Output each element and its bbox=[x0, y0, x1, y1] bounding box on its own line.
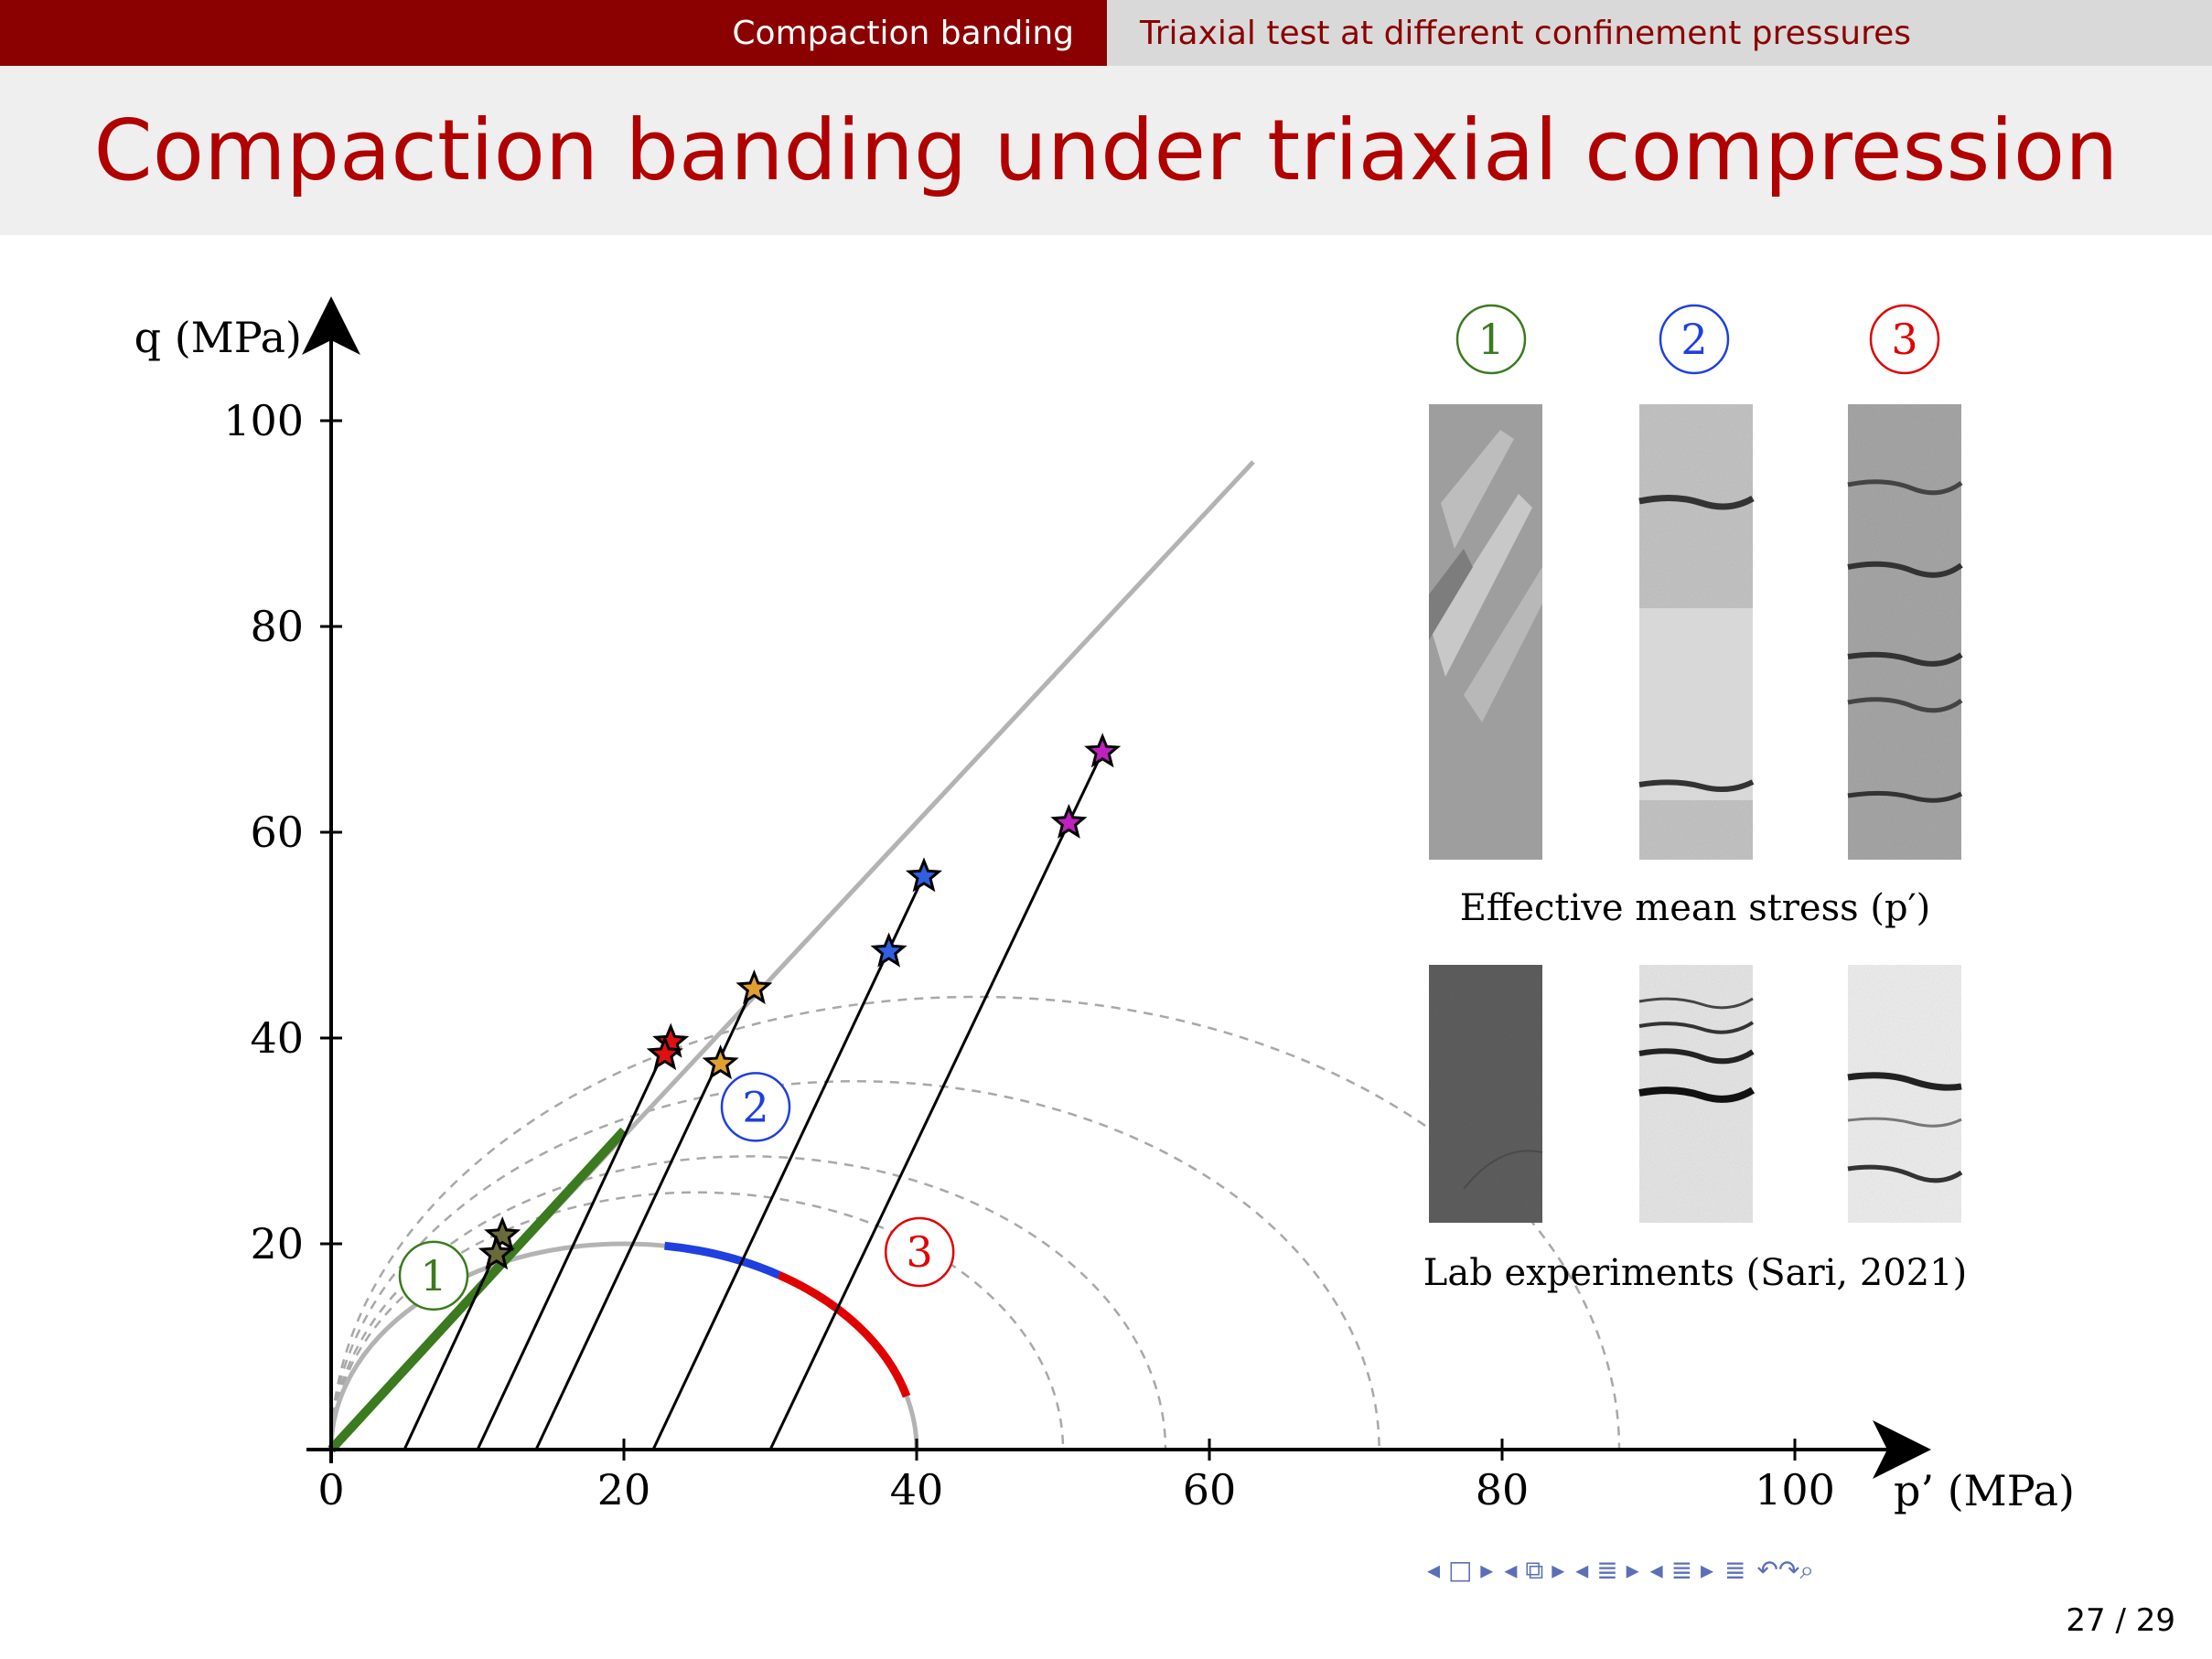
specimen-photos: 1 2 3 Eff bbox=[1423, 304, 1967, 1294]
lab-image-3 bbox=[1847, 965, 1963, 1223]
failure-star bbox=[484, 1215, 521, 1252]
headline-section[interactable]: Compaction banding bbox=[0, 0, 1107, 66]
failure-stars bbox=[478, 733, 1122, 1270]
axes: q (MPa) p’ (MPa) bbox=[134, 296, 2075, 1515]
simulation-image-2 bbox=[1638, 404, 1755, 860]
simulation-image-3 bbox=[1847, 404, 1963, 860]
y-tick-label: 80 bbox=[250, 602, 304, 651]
y-tick-label: 100 bbox=[223, 396, 304, 445]
nav-document-icon[interactable]: ◂ ≣ ▸ bbox=[1649, 1555, 1714, 1585]
failure-star bbox=[478, 1235, 515, 1270]
beamer-navigation: ◂ □ ▸ ◂ ⧉ ▸ ◂ ≣ ▸ ◂ ≣ ▸ ≣ ↶↷⌕ bbox=[1427, 1555, 2196, 1595]
svg-text:3: 3 bbox=[1891, 315, 1917, 364]
x-axis-label: p’ (MPa) bbox=[1894, 1466, 2075, 1515]
yield-envelopes bbox=[329, 995, 1621, 1450]
region-label-circle bbox=[720, 1072, 791, 1142]
nav-subsection-icon[interactable]: ◂ ⧉ ▸ bbox=[1504, 1555, 1565, 1585]
svg-text:1: 1 bbox=[1477, 315, 1504, 364]
failure-star bbox=[905, 857, 943, 893]
y-axis-label: q (MPa) bbox=[134, 313, 302, 362]
nav-section-icon[interactable]: ◂ ≣ ▸ bbox=[1575, 1555, 1639, 1585]
stress-path bbox=[476, 1042, 670, 1450]
caption-lab-experiments: Lab experiments (Sari, 2021) bbox=[1423, 1252, 1967, 1294]
nav-appendix-icon[interactable]: ≣ bbox=[1724, 1555, 1746, 1585]
failure-star bbox=[646, 1034, 683, 1071]
simulation-image-1 bbox=[1429, 404, 1542, 860]
region-label-circle bbox=[884, 1216, 955, 1288]
x-tick-label: 100 bbox=[1755, 1465, 1835, 1515]
lab-image-1 bbox=[1429, 965, 1543, 1223]
cap-segment-2 bbox=[664, 1241, 781, 1279]
x-tick-label: 40 bbox=[890, 1465, 944, 1515]
headline-bar: Compaction banding Triaxial test at diff… bbox=[0, 0, 2212, 66]
photo-label-2: 2 bbox=[1659, 304, 1730, 375]
svg-text:2: 2 bbox=[1680, 315, 1707, 364]
failure-star bbox=[736, 969, 773, 1005]
headline-subsection[interactable]: Triaxial test at different confinement p… bbox=[1107, 0, 2212, 66]
cap-segment-3 bbox=[777, 1271, 911, 1398]
x-tick-label: 0 bbox=[317, 1465, 344, 1515]
x-tick-label: 80 bbox=[1476, 1465, 1530, 1515]
photo-label-3: 3 bbox=[1869, 304, 1940, 375]
yield-envelope bbox=[329, 1191, 1065, 1450]
x-tick-label: 20 bbox=[597, 1465, 651, 1515]
failure-star bbox=[870, 932, 907, 968]
photo-label-1: 1 bbox=[1455, 304, 1527, 375]
lab-image-2 bbox=[1638, 965, 1756, 1223]
yield-envelope bbox=[329, 995, 1621, 1450]
y-tick-label: 20 bbox=[250, 1219, 304, 1268]
axis-ticks: 0 20 40 60 80 100 20 40 60 80 100 bbox=[223, 396, 1835, 1515]
stress-path bbox=[768, 751, 1104, 1450]
region-labels: 1 2 3 bbox=[398, 1072, 955, 1311]
nav-frame-left-icon[interactable]: ◂ □ ▸ bbox=[1427, 1555, 1494, 1585]
failure-star bbox=[1084, 733, 1122, 768]
region-label-circle bbox=[398, 1240, 469, 1311]
yield-envelope bbox=[329, 1155, 1167, 1450]
region-label-3: 3 bbox=[907, 1227, 933, 1277]
nav-search-icon[interactable]: ↶↷⌕ bbox=[1756, 1555, 1815, 1585]
failure-star bbox=[1050, 803, 1088, 839]
x-tick-label: 60 bbox=[1183, 1465, 1237, 1515]
region-label-2: 2 bbox=[742, 1082, 768, 1131]
region-label-1: 1 bbox=[420, 1251, 446, 1300]
frame-title-bar: Compaction banding under triaxial compre… bbox=[0, 66, 2212, 235]
stress-path bbox=[403, 1235, 506, 1450]
frame-title: Compaction banding under triaxial compre… bbox=[93, 102, 2119, 199]
stress-path bbox=[651, 874, 926, 1450]
y-tick-label: 60 bbox=[250, 808, 304, 857]
yield-envelope bbox=[329, 1080, 1380, 1450]
caption-effective-stress: Effective mean stress (p′) bbox=[1460, 887, 1931, 929]
cap-surface bbox=[328, 460, 1255, 1453]
y-tick-label: 40 bbox=[250, 1013, 304, 1063]
page-number: 27 / 29 bbox=[2066, 1602, 2175, 1639]
failure-star bbox=[702, 1044, 739, 1080]
